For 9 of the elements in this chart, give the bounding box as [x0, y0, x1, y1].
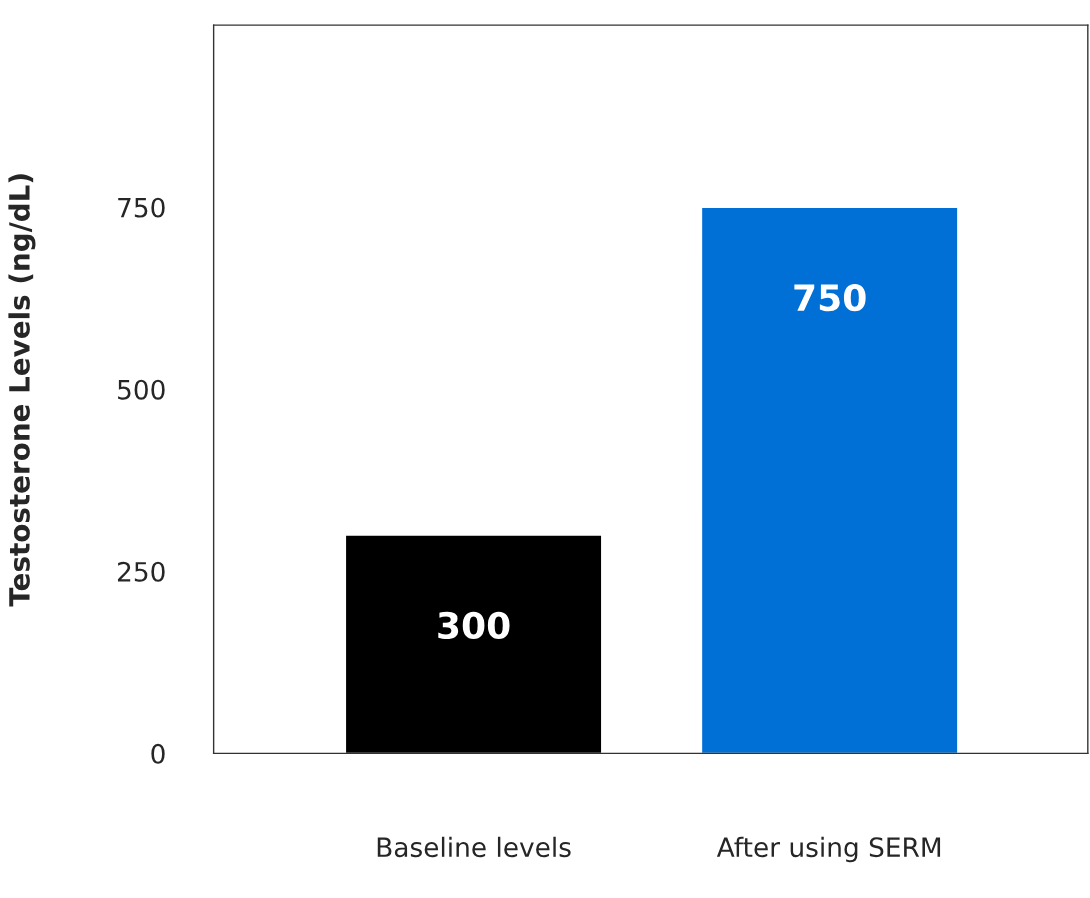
x-tick-label: Baseline levels [377, 836, 571, 858]
data-label: 300 [438, 611, 510, 640]
y-tick-label: 750 [118, 197, 165, 218]
y-axis-title: Testosterone Levels (ng/dL) [8, 174, 36, 607]
data-label: 750 [794, 284, 866, 312]
y-tick-label: 0 [151, 743, 165, 764]
y-tick-label: 500 [118, 379, 165, 400]
x-tick-label: After using SERM [716, 836, 941, 863]
y-tick-label: 250 [117, 561, 165, 582]
